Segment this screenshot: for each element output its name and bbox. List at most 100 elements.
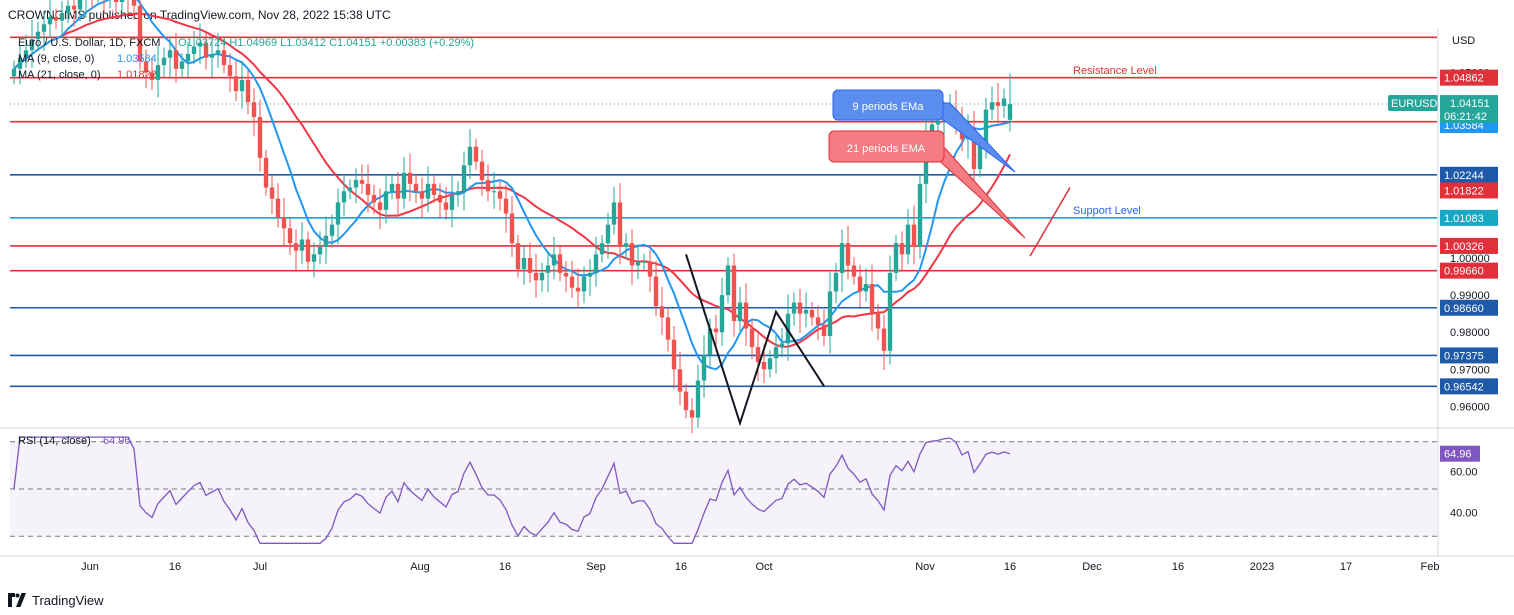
candle-body (743, 302, 749, 329)
last-price-label: 1.04151 (1450, 98, 1490, 110)
price-axis[interactable]: USD0.960000.970000.980000.990001.000001.… (1388, 35, 1498, 413)
candle-body (551, 254, 557, 266)
candle-body (29, 39, 35, 51)
callout-21-ema: 21 periods EMA (828, 130, 1026, 239)
candle-body (989, 102, 995, 110)
candle-body (611, 202, 617, 225)
time-tick: Oct (755, 561, 772, 573)
candle-body (143, 61, 149, 73)
candle-body (593, 254, 599, 273)
candle-body (971, 128, 977, 169)
candle-body (359, 180, 365, 184)
candle-body (719, 295, 725, 333)
price-tick: 0.98000 (1450, 327, 1490, 339)
time-tick: 16 (499, 561, 511, 573)
candle-body (527, 258, 533, 273)
candle-body (41, 24, 47, 32)
candle-body (425, 183, 431, 199)
rsi-tick: 60.00 (1450, 466, 1478, 478)
time-tick: 16 (675, 561, 687, 573)
candle-body (821, 324, 827, 336)
candle-body (887, 272, 893, 351)
candle-body (215, 50, 221, 54)
candle-body (917, 183, 923, 247)
level-price-label-bg (1440, 262, 1498, 279)
rsi-legend-label: RSI (14, close) (18, 435, 91, 447)
candle-body (713, 328, 719, 333)
candle-body (701, 354, 707, 381)
candle-body (353, 180, 359, 188)
candle-body (131, 0, 137, 6)
candle-body (875, 313, 881, 329)
candle-body (455, 191, 461, 195)
candle-body (533, 272, 539, 281)
drawings (685, 254, 825, 427)
footer: TradingView (8, 590, 104, 610)
horizontal-levels (10, 36, 1437, 388)
candle-body (833, 272, 839, 292)
symbol-tag-bg (1388, 95, 1438, 112)
candle-body (317, 246, 323, 255)
candle-body (935, 120, 941, 125)
candle-body (191, 46, 197, 54)
level-price-label: 1.04862 (1444, 73, 1484, 85)
level-price-label: 0.96542 (1444, 381, 1484, 393)
candle-body (881, 328, 887, 351)
ma9-legend-label: MA (9, close, 0) (18, 53, 94, 65)
level-price-label-bg (1440, 69, 1498, 86)
time-tick: Aug (410, 561, 430, 573)
candle-body (149, 72, 155, 80)
candle-body (209, 53, 215, 58)
candle-body (977, 143, 983, 169)
candle-body (329, 224, 335, 236)
level-price-label: 0.98660 (1444, 303, 1484, 315)
candle-body (683, 391, 689, 411)
candle-body (503, 198, 509, 214)
candle-body (803, 309, 809, 314)
support-arrow (1029, 187, 1071, 257)
candle-body (815, 317, 821, 325)
candle-body (659, 306, 665, 318)
level-price-label-bg (1440, 378, 1498, 395)
candle-body (869, 284, 875, 314)
ma9-path (13, 0, 1011, 371)
currency-label: USD (1452, 35, 1475, 47)
time-axis[interactable]: Jun 16 Jul Aug 16 Sep 16 Oct Nov 16 Dec 16 2023 17 Feb (81, 561, 1439, 573)
candle-body (791, 302, 797, 314)
tradingview-brand: TradingView (32, 592, 104, 608)
candle-body (23, 50, 29, 58)
time-tick: Feb (1421, 561, 1440, 573)
price-tick: 0.99000 (1450, 290, 1490, 302)
candle-body (185, 53, 191, 62)
candle-body (347, 187, 353, 192)
level-price-label: 0.97375 (1444, 350, 1484, 362)
candle-body (335, 202, 341, 225)
symbol-tag: EURUSD (1391, 98, 1438, 110)
candle-body (893, 243, 899, 273)
candle-body (71, 5, 77, 10)
candle-body (461, 165, 467, 192)
callout-9-ema: 9 periods EMa (832, 89, 1016, 173)
candle-body (983, 109, 989, 144)
candle-body (371, 194, 377, 203)
candle-body (851, 265, 857, 277)
candle-body (689, 410, 695, 418)
countdown-label: 06:21:42 (1444, 111, 1487, 123)
candle-body (767, 358, 773, 370)
time-tick: 16 (1172, 561, 1184, 573)
candle-body (539, 272, 545, 281)
candle-body (521, 258, 527, 270)
candle-body (599, 243, 605, 255)
candle-body (341, 191, 347, 203)
last-price-bg (1440, 95, 1498, 124)
candle-body (251, 102, 257, 118)
candle-body (509, 213, 515, 244)
candle-body (65, 5, 71, 14)
candle-body (737, 302, 743, 322)
candle-body (671, 339, 677, 370)
candle-body (137, 5, 143, 62)
candle-body (497, 191, 503, 199)
candle-body (311, 254, 317, 262)
time-tick: Nov (915, 561, 935, 573)
